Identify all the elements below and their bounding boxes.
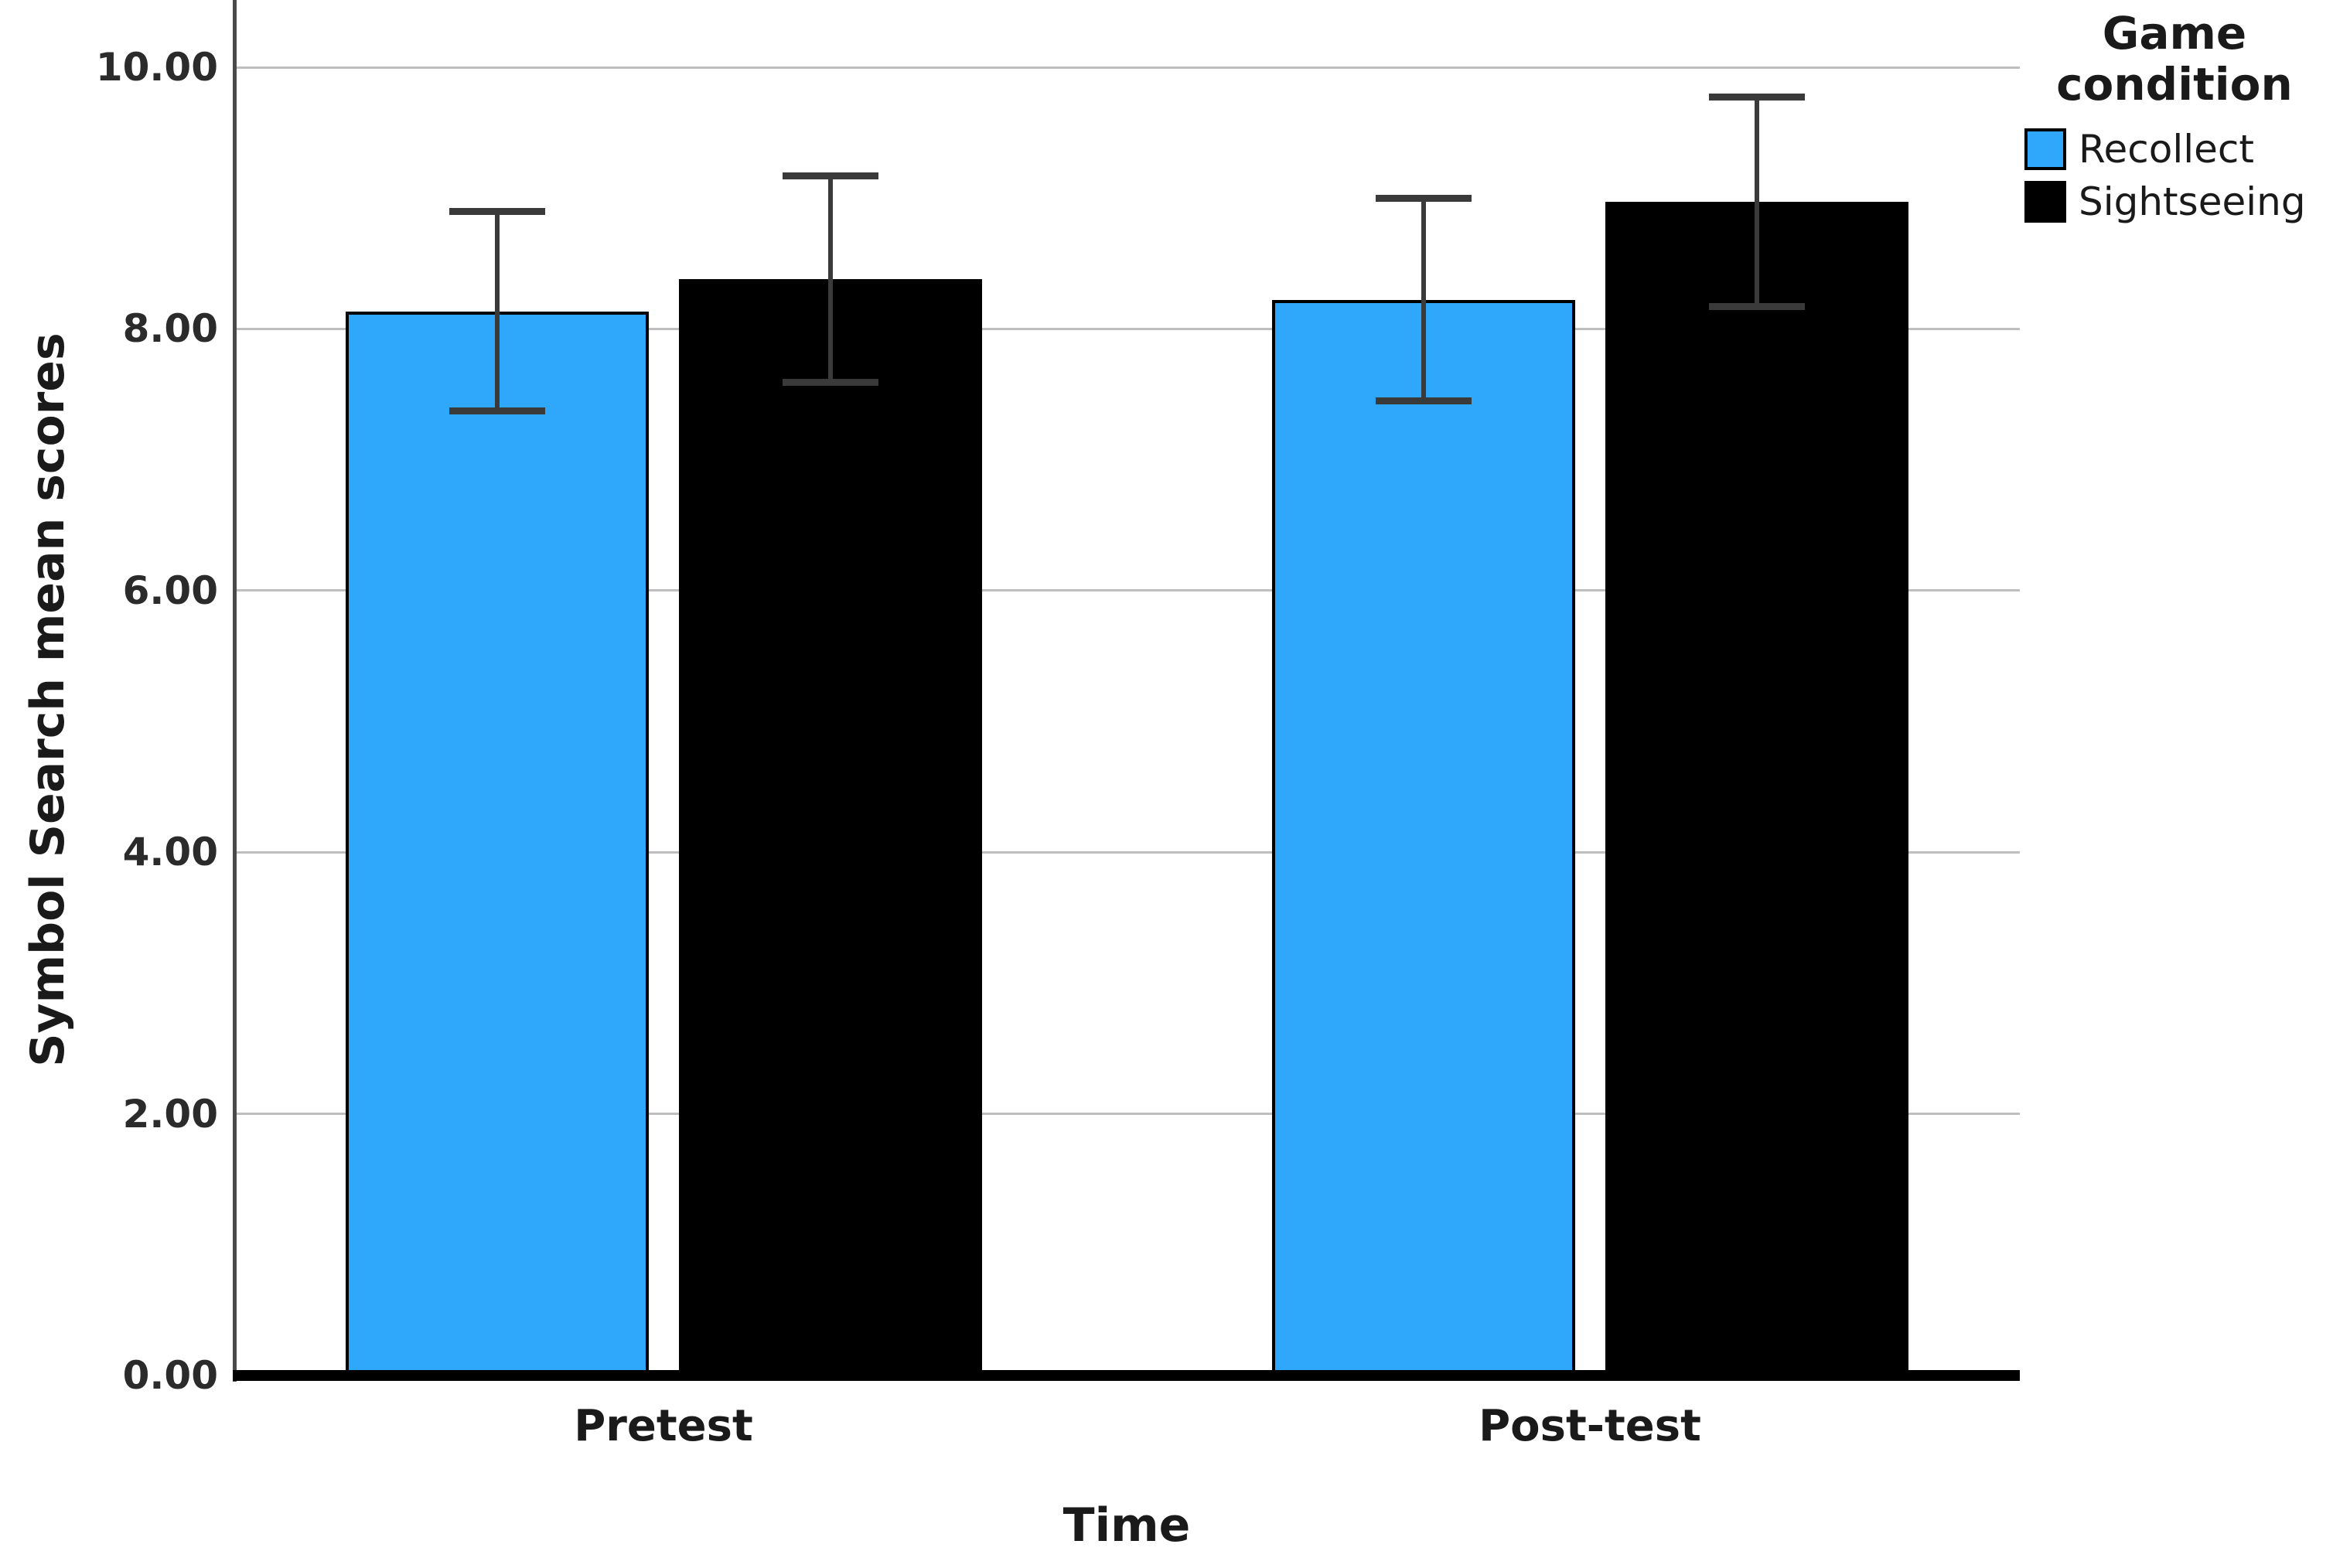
x-axis-baseline bbox=[233, 1370, 2020, 1381]
error-bar-cap bbox=[449, 407, 545, 415]
y-axis-title: Symbol Search mean scores bbox=[21, 332, 75, 1067]
error-bar-cap bbox=[449, 207, 545, 215]
error-bar-cap bbox=[782, 172, 878, 179]
legend-item: Sightseeing bbox=[2024, 181, 2329, 223]
bar-sightseeing-post-test bbox=[1605, 202, 1908, 1375]
x-tick-label: Post-test bbox=[1479, 1401, 1701, 1451]
y-axis-line bbox=[233, 0, 237, 1382]
y-tick-label: 8.00 bbox=[122, 306, 218, 352]
gridline bbox=[234, 66, 2020, 69]
error-bar-stem bbox=[827, 176, 833, 383]
error-bar-cap bbox=[1375, 194, 1472, 202]
error-bar-cap bbox=[782, 379, 878, 387]
error-bar-cap bbox=[1375, 397, 1472, 404]
y-tick-label: 2.00 bbox=[122, 1091, 218, 1137]
gridline bbox=[234, 850, 2020, 854]
gridline bbox=[234, 589, 2020, 592]
bar-recollect-pretest bbox=[345, 312, 649, 1375]
legend-item-label: Sightseeing bbox=[2079, 179, 2306, 224]
x-tick-label: Pretest bbox=[574, 1401, 753, 1451]
y-tick-label: 6.00 bbox=[122, 568, 218, 613]
gridline bbox=[234, 327, 2020, 330]
legend-item: Recollect bbox=[2024, 128, 2329, 170]
y-tick-label: 0.00 bbox=[122, 1353, 218, 1398]
legend-swatch-recollect bbox=[2024, 128, 2066, 170]
error-bar-stem bbox=[494, 211, 500, 411]
bar-recollect-post-test bbox=[1271, 300, 1575, 1375]
legend-swatch-sightseeing bbox=[2024, 181, 2066, 223]
legend: Game condition Recollect Sightseeing bbox=[2020, 8, 2329, 233]
y-tick-label: 10.00 bbox=[95, 45, 218, 90]
legend-title: Game condition bbox=[2056, 7, 2293, 111]
bar-sightseeing-pretest bbox=[678, 279, 982, 1375]
x-axis-title: Time bbox=[1062, 1498, 1191, 1553]
gridline bbox=[234, 1113, 2020, 1116]
y-tick-label: 4.00 bbox=[122, 830, 218, 875]
legend-item-label: Recollect bbox=[2079, 127, 2254, 172]
error-bar-cap bbox=[1708, 94, 1805, 101]
error-bar-stem bbox=[1754, 97, 1759, 307]
error-bar-stem bbox=[1421, 198, 1426, 401]
legend-entries: Recollect Sightseeing bbox=[2020, 128, 2329, 223]
error-bar-cap bbox=[1708, 303, 1805, 311]
